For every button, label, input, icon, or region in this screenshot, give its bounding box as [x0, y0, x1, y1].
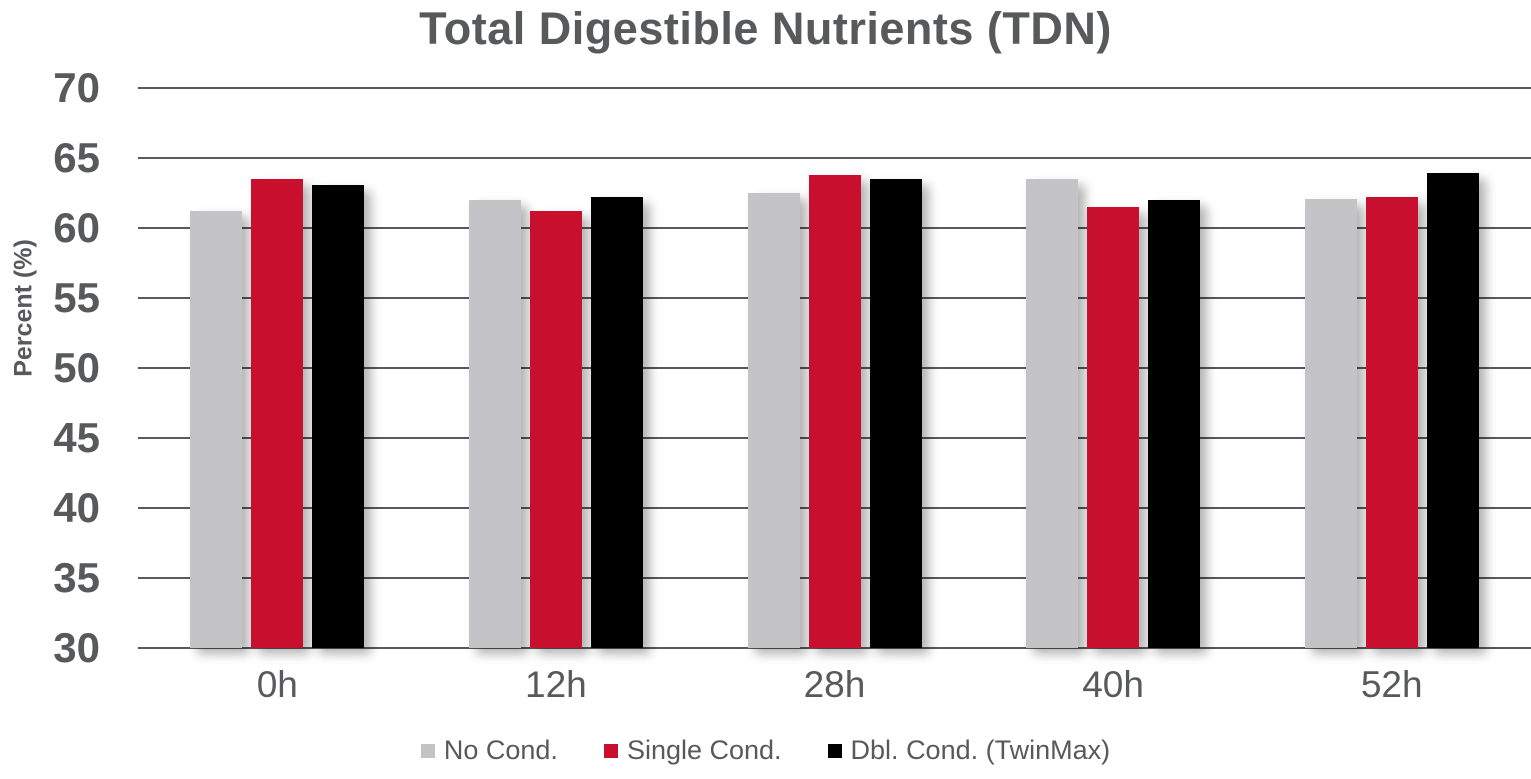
bar-single-cond-12h	[529, 211, 582, 648]
bar-no-cond-40h	[1026, 179, 1079, 648]
bar-single-cond-40h	[1087, 207, 1140, 648]
bar-no-cond-28h	[747, 193, 800, 648]
bar-single-cond-0h	[251, 179, 304, 648]
x-axis-tick-labels: 0h 12h 28h 40h 52h	[138, 664, 1531, 710]
legend-swatch-no-cond	[420, 743, 435, 758]
legend-label-single-cond: Single Cond.	[626, 735, 782, 765]
bar-dbl-cond-twinmax-40h	[1148, 200, 1201, 648]
y-tick-label-70: 70	[53, 64, 100, 111]
x-tick-label-40h: 40h	[1082, 664, 1144, 705]
y-tick-label-50: 50	[53, 344, 100, 391]
y-tick-label-65: 65	[53, 134, 100, 181]
gridline-30	[138, 647, 1531, 649]
y-tick-label-30: 30	[53, 624, 100, 671]
legend-item-dbl-cond-twinmax: Dbl. Cond. (TwinMax)	[827, 735, 1111, 766]
plot-area	[138, 87, 1531, 649]
bar-no-cond-12h	[468, 200, 521, 648]
gridline-70	[138, 87, 1531, 89]
bar-single-cond-52h	[1365, 197, 1418, 648]
x-tick-label-12h: 12h	[525, 664, 587, 705]
x-tick-label-0h: 0h	[256, 664, 298, 705]
legend: No Cond. Single Cond. Dbl. Cond. (TwinMax)	[0, 735, 1531, 766]
y-tick-label-55: 55	[53, 274, 100, 321]
chart-title: Total Digestible Nutrients (TDN)	[419, 3, 1112, 54]
bar-no-cond-0h	[190, 211, 243, 648]
legend-label-dbl-cond-twinmax: Dbl. Cond. (TwinMax)	[850, 735, 1111, 765]
bar-single-cond-28h	[808, 174, 861, 648]
bar-dbl-cond-twinmax-52h	[1426, 173, 1479, 648]
legend-swatch-dbl-cond-twinmax	[827, 743, 842, 758]
bar-dbl-cond-twinmax-0h	[312, 184, 365, 648]
legend-swatch-single-cond	[603, 743, 618, 758]
legend-item-no-cond: No Cond.	[420, 735, 558, 766]
gridline-65	[138, 157, 1531, 159]
bar-dbl-cond-twinmax-28h	[869, 179, 922, 648]
legend-item-single-cond: Single Cond.	[603, 735, 782, 766]
x-tick-label-28h: 28h	[803, 664, 866, 705]
y-tick-label-45: 45	[53, 414, 100, 461]
bar-no-cond-52h	[1304, 198, 1357, 648]
y-tick-label-35: 35	[53, 554, 100, 601]
y-tick-label-40: 40	[53, 484, 100, 531]
x-tick-label-52h: 52h	[1360, 664, 1423, 705]
y-tick-label-60: 60	[53, 204, 100, 251]
legend-label-no-cond: No Cond.	[443, 735, 558, 765]
bar-dbl-cond-twinmax-12h	[590, 197, 643, 648]
